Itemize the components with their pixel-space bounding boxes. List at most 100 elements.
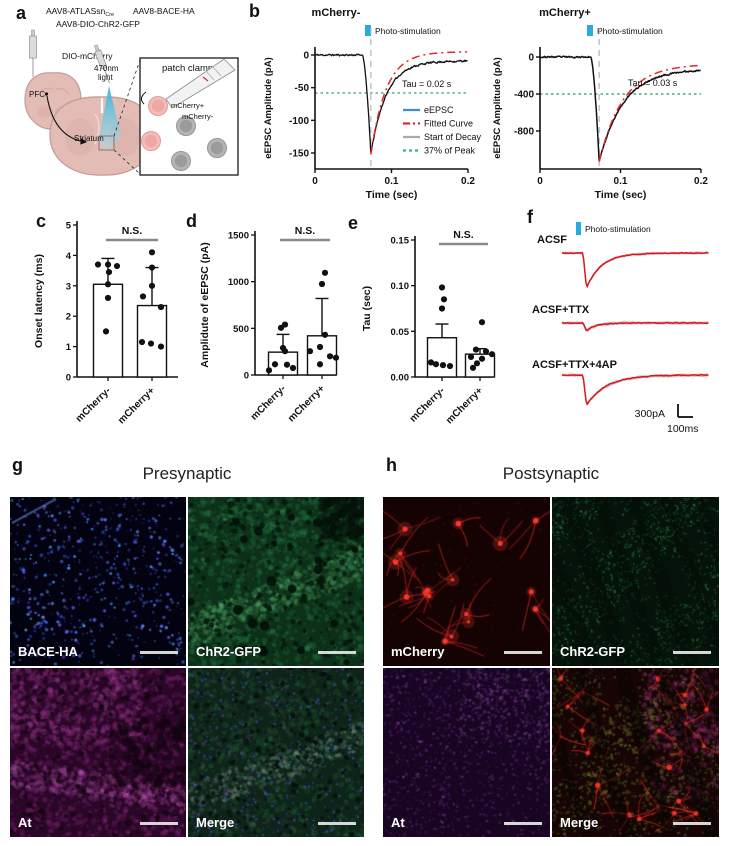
chart-onset-latency: 0 1 2 3 4 5 Onset latency (ms) N.S. mCherry-mChe… [33, 221, 178, 426]
micro-quad-merge-post: Merge [552, 668, 719, 837]
svg-text:mCherry-: mCherry- [312, 7, 361, 19]
micro-image-merge-pre [188, 668, 364, 837]
mcherry-pos-label: mCherry+ [171, 101, 205, 110]
panel-a-label: a [16, 3, 27, 23]
light-beam [99, 86, 121, 152]
svg-text:0: 0 [528, 53, 534, 64]
svg-text:mCherry+: mCherry+ [116, 385, 157, 426]
pfc-dot [44, 92, 49, 96]
panel-d-label: d [186, 211, 197, 231]
pipette-icon [165, 58, 236, 109]
micro-quad-at-post: At [383, 668, 550, 837]
svg-text:ACSF+TTX: ACSF+TTX [532, 304, 590, 316]
svg-text:N.S.: N.S. [295, 225, 316, 237]
svg-text:0.05: 0.05 [391, 327, 410, 338]
chart-tau: 0.00 0.05 0.10 0.15 Tau (sec) N.S. mCherry-mCh… [361, 229, 496, 426]
micro-quad-merge-pre: Merge [188, 668, 364, 837]
panel-c-label: c [36, 211, 47, 231]
micro-quad-chr2-gfp-pre: ChR2-GFP [188, 497, 364, 666]
svg-text:Tau = 0.03 s: Tau = 0.03 s [628, 78, 678, 88]
virus-label-bace: AAV8-BACE-HA [133, 6, 195, 16]
light-label-2: light [98, 73, 113, 82]
svg-text:Fitted Curve: Fitted Curve [424, 119, 473, 129]
channel-label: Merge [196, 815, 235, 830]
svg-text:Tau (sec): Tau (sec) [361, 286, 373, 331]
svg-text:mCherry-: mCherry- [408, 385, 447, 424]
svg-text:eEPSC: eEPSC [424, 105, 454, 115]
svg-text:Time (sec): Time (sec) [366, 189, 418, 201]
svg-text:mCherry+: mCherry+ [286, 383, 327, 424]
svg-text:Tau = 0.02 s: Tau = 0.02 s [402, 79, 452, 89]
channel-label: At [391, 815, 405, 830]
mcherry-neg-label: mCherry- [182, 112, 214, 121]
svg-text:0: 0 [66, 373, 71, 384]
svg-text:500: 500 [233, 324, 249, 335]
scale-bar [318, 822, 356, 825]
channel-label: ChR2-GFP [560, 644, 625, 659]
svg-text:0.2: 0.2 [461, 176, 475, 187]
dio-mcherry-label: DIO-mCherry [62, 51, 113, 61]
channel-label: At [18, 815, 32, 830]
svg-text:0: 0 [312, 176, 318, 187]
panel-g-grid: BACE-HA ChR2-GFP At Merge [10, 497, 364, 837]
svg-text:-50: -50 [295, 83, 310, 94]
channel-label: BACE-HA [18, 644, 78, 659]
svg-text:0: 0 [537, 176, 543, 187]
svg-text:Start of Decay: Start of Decay [424, 132, 482, 142]
inset-callout-line-top [113, 59, 141, 137]
panel-h-title: Postsynaptic [502, 464, 600, 483]
svg-text:N.S.: N.S. [122, 225, 143, 237]
scale-bar [673, 822, 711, 825]
panel-a-schematic: AAV8-ATLASsnCre AAV8-BACE-HA AAV8-DIO-Ch… [24, 6, 239, 176]
syringe-icon-pfc [29, 29, 37, 77]
cell-mcherry-pos-2 [141, 131, 161, 151]
svg-text:1500: 1500 [228, 231, 249, 242]
pfc-label: PFC [29, 90, 45, 99]
svg-text:0.1: 0.1 [385, 176, 399, 187]
svg-text:mCherry+: mCherry+ [539, 7, 591, 19]
svg-text:Time (sec): Time (sec) [595, 189, 647, 201]
svg-text:0.1: 0.1 [614, 176, 628, 187]
svg-text:1000: 1000 [228, 277, 249, 288]
svg-text:ACSF: ACSF [537, 234, 567, 246]
channel-label: Merge [560, 815, 599, 830]
micro-quad-bace-ha: BACE-HA [10, 497, 186, 666]
striatum-label: Striatum [74, 134, 104, 143]
svg-text:Photo-stimulation: Photo-stimulation [597, 26, 663, 36]
scale-bar [504, 822, 542, 825]
svg-text:0.2: 0.2 [694, 176, 708, 187]
svg-text:-100: -100 [289, 116, 309, 127]
micro-image-at-post [383, 668, 550, 837]
svg-text:mCherry-: mCherry- [249, 383, 288, 422]
micro-image-chr2-gfp-post [552, 497, 719, 666]
svg-text:mCherry-: mCherry- [74, 385, 113, 424]
virus-label-atlas: AAV8-ATLASsnCre [46, 6, 114, 18]
chart-amplitude: 0 500 1000 1500 Amplidute of eEPSC (pA) N.S. m… [199, 225, 340, 424]
svg-text:300pA: 300pA [635, 408, 665, 420]
channel-label: mCherry [391, 644, 445, 659]
panel-h-grid: mCherry ChR2-GFP At Merge [383, 497, 719, 837]
svg-text:1: 1 [66, 342, 72, 353]
channel-label: ChR2-GFP [196, 644, 261, 659]
virus-label-chr2: AAV8-DIO-ChR2-GFP [56, 19, 140, 29]
svg-text:4: 4 [66, 251, 72, 262]
micro-quad-at-pre: At [10, 668, 186, 837]
scale-bar [673, 651, 711, 654]
panel-b-label: b [249, 1, 260, 21]
svg-text:0.10: 0.10 [391, 281, 410, 292]
micro-image-chr2-gfp-pre [188, 497, 364, 666]
panel-h-label: h [386, 455, 397, 475]
panel-g-label: g [12, 455, 23, 475]
micro-quad-chr2-gfp-post: ChR2-GFP [552, 497, 719, 666]
svg-text:Photo-stimulation: Photo-stimulation [375, 26, 441, 36]
chart-pharmacology-traces: Photo-stimulation ACSF ACSF+TTX ACSF+TTX+4A… [532, 222, 709, 435]
svg-text:mCherry+: mCherry+ [444, 385, 485, 426]
projection-arrow [46, 95, 88, 145]
svg-text:0: 0 [244, 371, 249, 382]
svg-text:Photo-stimulation: Photo-stimulation [585, 224, 651, 234]
svg-text:eEPSC Amplitude (pA): eEPSC Amplitude (pA) [263, 57, 274, 159]
svg-text:-150: -150 [289, 148, 309, 159]
scale-bar [140, 822, 178, 825]
brain-illustration [24, 72, 155, 176]
